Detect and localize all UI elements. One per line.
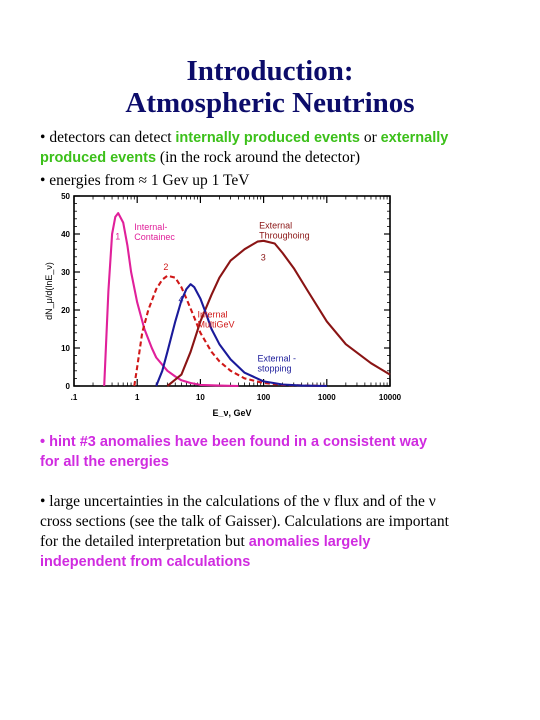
series-number-label: 1 xyxy=(115,232,120,242)
hint-line-1: • hint #3 anomalies have been found in a… xyxy=(40,434,428,450)
annotation-label: External - xyxy=(257,353,296,363)
series-line-3 xyxy=(166,239,391,387)
bullet-uncertainties: • large uncertainties in the calculation… xyxy=(40,492,500,572)
series-line-4 xyxy=(155,283,327,388)
anomalies-highlight: anomalies largely xyxy=(248,534,371,550)
series-number-label: 3 xyxy=(261,253,266,263)
bullet-detectors: • detectors can detect internally produc… xyxy=(40,128,500,168)
annotation-label: MultiGeV xyxy=(198,320,235,330)
annotation-label: Containec xyxy=(134,232,175,242)
annotation-label: stopping xyxy=(257,363,291,373)
series-number-label: 4 xyxy=(178,294,183,304)
y-tick-label: 50 xyxy=(61,192,70,201)
x-tick-label: 10000 xyxy=(379,393,402,402)
uncertainty-line-3: for the detailed interpretation but anom… xyxy=(40,532,500,552)
x-tick-label: .1 xyxy=(71,393,78,402)
bullet-hint: • hint #3 anomalies have been found in a… xyxy=(40,432,500,472)
y-tick-label: 30 xyxy=(61,268,70,277)
y-tick-label: 40 xyxy=(61,230,70,239)
neutrino-spectrum-chart: 0 10 20 30 40 50 .1 1 10 100 1000 10000 E_ν, GeV dN_μ… xyxy=(44,192,402,418)
title-line-1: Introduction: xyxy=(186,55,354,87)
x-axis-label: E_ν, GeV xyxy=(212,408,251,418)
bullet-1-text: detectors can detect xyxy=(49,129,176,146)
y-tick-label: 0 xyxy=(66,382,71,391)
annotation-label: Internal xyxy=(198,310,228,320)
bullet-1-or: or xyxy=(359,129,381,146)
series-number-label: 2 xyxy=(163,262,168,272)
series-line-1 xyxy=(103,212,239,388)
annotation-label: Throughoing xyxy=(259,230,310,240)
uncertainty-line-2: cross sections (see the talk of Gaisser)… xyxy=(40,513,449,530)
uncertainty-line-4: independent from calculations xyxy=(40,554,251,570)
x-tick-label: 100 xyxy=(257,393,271,402)
x-tick-label: 10 xyxy=(196,393,205,402)
external-events-highlight-2: produced events xyxy=(40,150,157,166)
annotation-label: External xyxy=(259,220,292,230)
x-tick-label: 1000 xyxy=(318,393,336,402)
y-tick-label: 20 xyxy=(61,306,70,315)
uncertainty-line-1: • large uncertainties in the calculation… xyxy=(40,493,436,510)
plot-frame xyxy=(73,195,391,387)
bullet-energies: • energies from ≈ 1 Gev up 1 TeV xyxy=(40,172,250,189)
series-line-2 xyxy=(133,274,327,388)
hint-line-2: for all the energies xyxy=(40,454,169,470)
x-tick-label: 1 xyxy=(135,393,140,402)
y-tick-label: 10 xyxy=(61,344,70,353)
annotation-label: Internal- xyxy=(134,222,167,232)
internal-events-highlight: internally produced events xyxy=(175,130,360,146)
title-line-2: Atmospheric Neutrinos xyxy=(125,87,415,119)
uncertainty-line-3-text: for the detailed interpretation but xyxy=(40,533,249,550)
bullet-1-tail: (in the rock around the detector) xyxy=(156,149,361,166)
y-axis-label: dN_μ/d(lnE_ν) xyxy=(44,262,54,320)
external-events-highlight: externally xyxy=(380,130,449,146)
bullet-mark: • xyxy=(40,129,50,146)
